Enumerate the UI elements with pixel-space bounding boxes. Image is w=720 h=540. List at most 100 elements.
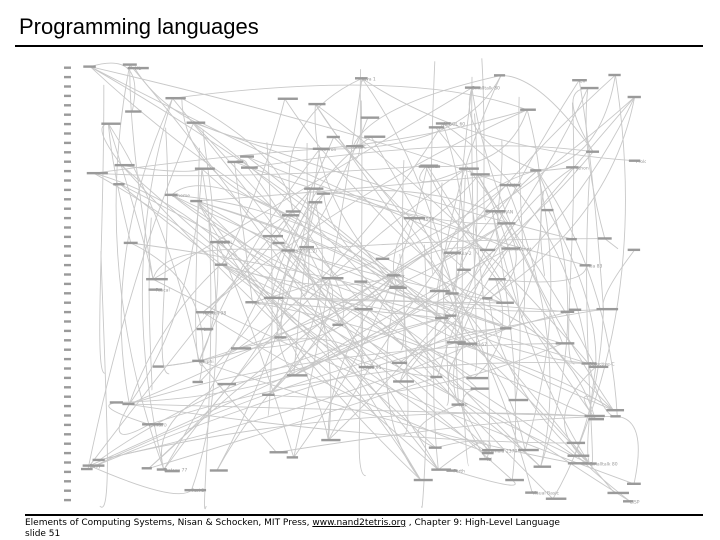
language-label: Ada 83 (587, 263, 603, 269)
lineage-edge (537, 75, 616, 171)
lineage-edge (293, 248, 509, 376)
language-node (428, 446, 442, 449)
lineage-edge (451, 315, 526, 451)
year-tick (64, 348, 71, 351)
language-node (572, 79, 587, 82)
lineage-edge (574, 75, 626, 457)
lineage-edge (471, 113, 478, 280)
year-tick (64, 169, 71, 173)
lineage-edge (221, 264, 395, 286)
language-node (127, 66, 149, 70)
language-node (240, 166, 258, 169)
language-label: Perl 5 (192, 488, 205, 494)
year-tick (64, 94, 71, 98)
language-node (627, 248, 641, 252)
language-node (360, 116, 380, 119)
language-node (445, 292, 459, 295)
year-tick (64, 320, 71, 323)
lineage-edge (129, 403, 592, 417)
lineage-edge (540, 191, 545, 277)
lineage-edge (202, 211, 294, 313)
language-node (586, 150, 600, 153)
lineage-edge (141, 98, 173, 470)
language-node (285, 210, 301, 213)
lineage-edge (524, 170, 552, 451)
lineage-edge (536, 170, 569, 467)
lineage-edge (181, 98, 290, 216)
lineage-edge (129, 168, 203, 405)
lineage-edge (270, 193, 324, 299)
lineage-edge (199, 117, 369, 383)
year-tick (64, 132, 71, 135)
lineage-edge (129, 64, 422, 481)
language-node (190, 199, 203, 203)
language-node (355, 77, 368, 80)
language-node (530, 169, 542, 172)
language-node (518, 448, 539, 452)
lineage-edge (172, 98, 439, 470)
lineage-edge (548, 209, 597, 367)
lineage-edge (386, 286, 422, 481)
language-node (156, 468, 167, 471)
lineage-edge (90, 66, 488, 251)
year-tick (64, 301, 71, 304)
language-node (493, 74, 506, 77)
lineage-edge (99, 84, 106, 374)
language-node (299, 245, 314, 249)
language-node (568, 308, 582, 311)
language-label: Objective-C (589, 362, 615, 368)
language-node (451, 403, 465, 406)
lineage-edge (279, 242, 631, 502)
lineage-edge (393, 218, 412, 288)
language-label: Java 1 (361, 76, 376, 82)
lineage-edge (152, 87, 473, 280)
language-node (123, 241, 138, 245)
lineage-edge (536, 170, 618, 417)
language-node (282, 214, 300, 217)
lineage-edge (465, 168, 490, 454)
lineage-edge (323, 193, 443, 319)
language-node (533, 465, 552, 468)
year-tick (64, 386, 71, 389)
language-label: Smalltalk 80 (472, 86, 500, 92)
language-node (579, 264, 591, 267)
language-node (596, 307, 619, 311)
language-node (580, 86, 599, 90)
language-node (277, 97, 298, 100)
language-label: Forth (453, 469, 465, 475)
language-node (321, 438, 341, 442)
language-node (230, 347, 252, 350)
language-node (445, 314, 457, 317)
language-node (488, 278, 506, 281)
language-node (192, 359, 205, 363)
year-tick (64, 282, 71, 286)
lineage-edge (93, 148, 320, 174)
website-link[interactable]: www.nand2tetris.org (312, 518, 406, 528)
language-node (497, 222, 516, 225)
year-tick (64, 357, 71, 361)
language-node (464, 86, 481, 89)
lineage-edge (152, 278, 635, 485)
language-label: ML (135, 66, 142, 72)
language-node (308, 102, 326, 106)
lineage-edge (89, 66, 438, 292)
language-node (83, 65, 96, 68)
year-tick (64, 480, 71, 483)
lineage-edge (402, 160, 409, 436)
language-label: Prolog (636, 159, 646, 165)
lineage-edge (427, 109, 528, 167)
year-tick (64, 329, 71, 333)
language-node (86, 171, 108, 175)
language-node (508, 398, 529, 402)
language-node (567, 454, 590, 457)
lineage-edge (268, 278, 333, 396)
language-node (470, 387, 489, 390)
lineage-edge (172, 84, 528, 111)
language-label: Oberon (320, 147, 337, 153)
language-node (354, 280, 368, 283)
language-family-tree-graphic: Simula 67 Smalltalk 80 Pascal Smalltalk 80 S… (64, 58, 650, 510)
year-tick (64, 122, 71, 126)
footer-rule (25, 514, 703, 516)
language-node (389, 285, 403, 289)
language-node (194, 167, 215, 170)
